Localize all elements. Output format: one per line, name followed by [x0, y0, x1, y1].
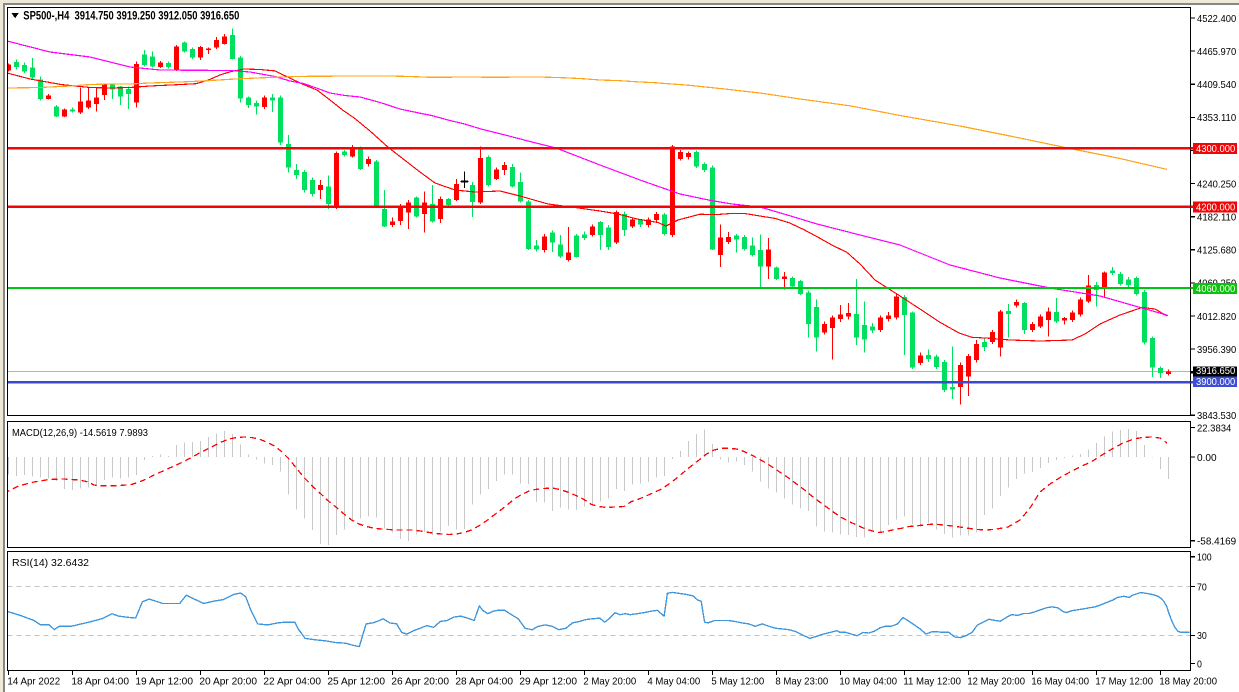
svg-text:MACD(12,26,9) -14.5619 7.9893: MACD(12,26,9) -14.5619 7.9893 — [12, 427, 148, 439]
svg-text:4465.970: 4465.970 — [1197, 46, 1236, 58]
svg-text:5 May 12:00: 5 May 12:00 — [711, 676, 764, 688]
svg-text:30: 30 — [1197, 630, 1207, 642]
svg-text:SP500-,H4 3914.750 3919.250 3: SP500-,H4 3914.750 3919.250 3912.050 391… — [23, 10, 239, 22]
svg-text:4060.000: 4060.000 — [1196, 283, 1235, 295]
svg-text:RSI(14) 32.6432: RSI(14) 32.6432 — [12, 557, 89, 569]
svg-text:14 Apr 2022: 14 Apr 2022 — [7, 676, 60, 688]
svg-text:20 Apr 20:00: 20 Apr 20:00 — [199, 676, 257, 688]
svg-text:19 Apr 12:00: 19 Apr 12:00 — [135, 676, 193, 688]
svg-text:10 May 04:00: 10 May 04:00 — [839, 676, 897, 688]
svg-text:16 May 04:00: 16 May 04:00 — [1031, 676, 1089, 688]
svg-text:22.3834: 22.3834 — [1197, 422, 1231, 434]
svg-text:26 Apr 20:00: 26 Apr 20:00 — [391, 676, 449, 688]
svg-text:25 Apr 12:00: 25 Apr 12:00 — [327, 676, 385, 688]
svg-text:2 May 20:00: 2 May 20:00 — [583, 676, 636, 688]
svg-text:4200.000: 4200.000 — [1196, 201, 1235, 213]
svg-text:3900.000: 3900.000 — [1196, 376, 1235, 388]
svg-text:0.00: 0.00 — [1197, 452, 1217, 464]
svg-text:4 May 04:00: 4 May 04:00 — [647, 676, 700, 688]
svg-text:12 May 20:00: 12 May 20:00 — [967, 676, 1025, 688]
svg-text:4409.540: 4409.540 — [1197, 79, 1236, 91]
svg-text:4240.250: 4240.250 — [1197, 178, 1236, 190]
svg-text:3843.530: 3843.530 — [1197, 410, 1236, 422]
svg-text:3916.650: 3916.650 — [1196, 365, 1235, 377]
svg-text:-58.4169: -58.4169 — [1197, 536, 1236, 548]
svg-text:4012.820: 4012.820 — [1197, 311, 1236, 323]
svg-text:4300.000: 4300.000 — [1196, 143, 1235, 155]
svg-text:4522.400: 4522.400 — [1197, 13, 1236, 25]
svg-text:18 Apr 04:00: 18 Apr 04:00 — [71, 676, 129, 688]
svg-text:29 Apr 12:00: 29 Apr 12:00 — [519, 676, 577, 688]
svg-text:4353.110: 4353.110 — [1197, 112, 1236, 124]
svg-text:22 Apr 04:00: 22 Apr 04:00 — [263, 676, 321, 688]
svg-text:28 Apr 04:00: 28 Apr 04:00 — [455, 676, 513, 688]
svg-text:17 May 12:00: 17 May 12:00 — [1095, 676, 1153, 688]
svg-text:4125.680: 4125.680 — [1197, 245, 1236, 257]
svg-text:100: 100 — [1197, 552, 1212, 564]
svg-text:3956.390: 3956.390 — [1197, 344, 1236, 356]
svg-text:8 May 23:00: 8 May 23:00 — [775, 676, 828, 688]
svg-text:0: 0 — [1197, 658, 1202, 670]
svg-text:11 May 12:00: 11 May 12:00 — [903, 676, 961, 688]
svg-text:18 May 20:00: 18 May 20:00 — [1159, 676, 1217, 688]
svg-text:70: 70 — [1197, 581, 1207, 593]
svg-text:4182.110: 4182.110 — [1197, 212, 1236, 224]
